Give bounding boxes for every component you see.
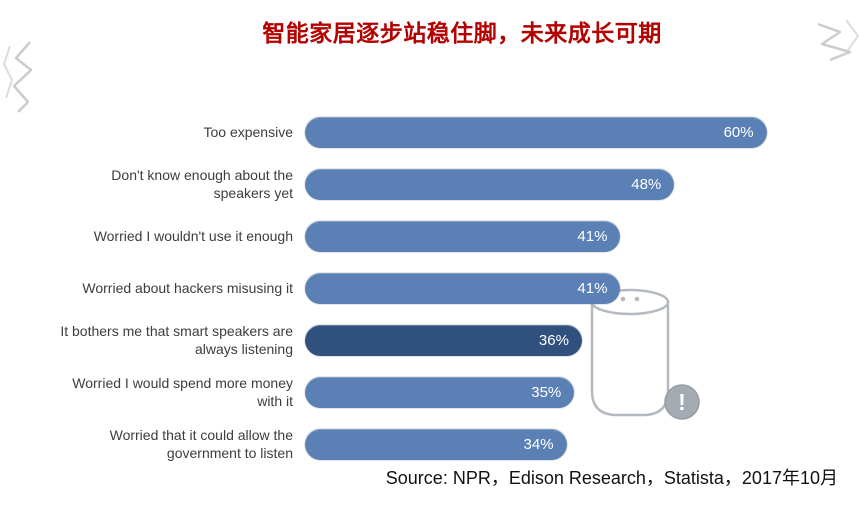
svg-text:!: ! xyxy=(678,389,686,415)
bar-chart-rows: Too expensive 60% Don't know enough abou… xyxy=(58,106,782,470)
bar: 48% xyxy=(305,168,675,200)
value-label: 48% xyxy=(631,175,662,193)
page-title: 智能家居逐步站稳住脚，未来成长可期 xyxy=(262,20,662,46)
chart-row: Too expensive 60% xyxy=(58,106,782,158)
source-text: Source: NPR，Edison Research，Statista，201… xyxy=(385,468,838,488)
chart-row: Worried about hackers misusing it 41% xyxy=(58,262,782,314)
bar-track: 34% xyxy=(305,428,782,460)
category-label: Don't know enough about the speakers yet xyxy=(111,166,293,201)
bar-track: 48% xyxy=(305,168,782,200)
chart-row: Worried I wouldn't use it enough 41% xyxy=(58,210,782,262)
value-label: 41% xyxy=(577,279,608,297)
bar-chart: Too expensive 60% Don't know enough abou… xyxy=(58,106,782,470)
bar-track: 41% xyxy=(305,272,782,304)
value-label: 35% xyxy=(531,383,562,401)
smart-speaker-illustration: ! xyxy=(590,288,700,420)
category-label: Worried that it could allow the governme… xyxy=(109,426,293,461)
exclamation-icon: ! xyxy=(664,384,700,420)
bar-track: 35% xyxy=(305,376,782,408)
category-label: Worried I would spend more money with it xyxy=(72,374,293,409)
chart-row: Worried I would spend more money with it… xyxy=(58,366,782,418)
value-label: 34% xyxy=(523,435,554,453)
bar-track: 41% xyxy=(305,220,782,252)
bar: 41% xyxy=(305,220,621,252)
category-label: It bothers me that smart speakers are al… xyxy=(60,322,293,357)
category-label: Too expensive xyxy=(203,123,293,140)
chart-row: Worried that it could allow the governme… xyxy=(58,418,782,470)
bar: 36% xyxy=(305,324,582,356)
chart-row: It bothers me that smart speakers are al… xyxy=(58,314,782,366)
value-label: 36% xyxy=(538,331,569,349)
category-label: Worried about hackers misusing it xyxy=(82,279,293,296)
chart-row: Don't know enough about the speakers yet… xyxy=(58,158,782,210)
bar: 35% xyxy=(305,376,575,408)
bar-track: 36% xyxy=(305,324,782,356)
speaker-dot-icon xyxy=(634,296,640,302)
bar-track: 60% xyxy=(305,116,782,148)
bar: 34% xyxy=(305,428,567,460)
value-label: 60% xyxy=(723,123,754,141)
category-label: Worried I wouldn't use it enough xyxy=(93,227,293,244)
bar: 60% xyxy=(305,116,767,148)
bar: 41% xyxy=(305,272,621,304)
value-label: 41% xyxy=(577,227,608,245)
speaker-dot-icon xyxy=(620,296,626,302)
